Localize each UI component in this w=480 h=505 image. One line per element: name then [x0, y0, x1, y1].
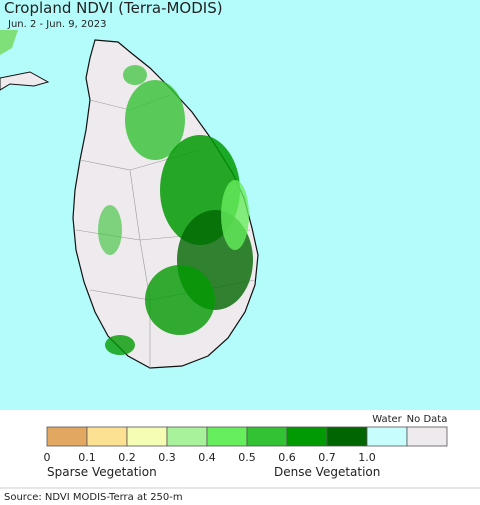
- legend-tick: 0.1: [78, 451, 96, 464]
- sparse-label: Sparse Vegetation: [47, 465, 157, 479]
- legend-tick: 0.7: [318, 451, 336, 464]
- legend-swatch: [206, 426, 248, 447]
- subtitle: Jun. 2 - Jun. 9, 2023: [7, 19, 106, 30]
- legend-swatch: [286, 426, 328, 447]
- legend-tick: 0.4: [198, 451, 216, 464]
- legend-swatch: [326, 426, 368, 447]
- legend-swatch: [126, 426, 168, 447]
- mainland-coast: [0, 71, 50, 91]
- legend-tick: 0.5: [238, 451, 256, 464]
- legend-tick: 0.6: [278, 451, 296, 464]
- dense-label: Dense Vegetation: [274, 465, 380, 479]
- legend-swatch: [86, 426, 128, 447]
- legend-swatch: [166, 426, 208, 447]
- source: Source: NDVI MODIS-Terra at 250-m: [4, 492, 183, 503]
- legend-tick: 0.3: [158, 451, 176, 464]
- title: Cropland NDVI (Terra-MODIS): [4, 0, 223, 17]
- mainland: [0, 30, 18, 55]
- legend-tick: 0.2: [118, 451, 136, 464]
- legend: Water No Data Sparse Vegetation Dense Ve…: [44, 414, 448, 479]
- legend-swatch: [246, 426, 288, 447]
- legend-tick: 1.0: [358, 451, 376, 464]
- legend-tick: 0: [44, 451, 51, 464]
- legend-swatch: [46, 426, 88, 447]
- water-label: Water: [372, 414, 402, 425]
- legend-swatch: [406, 426, 448, 447]
- legend-swatch: [366, 426, 408, 447]
- vegetation: [98, 65, 253, 355]
- no-data-label: No Data: [407, 414, 448, 425]
